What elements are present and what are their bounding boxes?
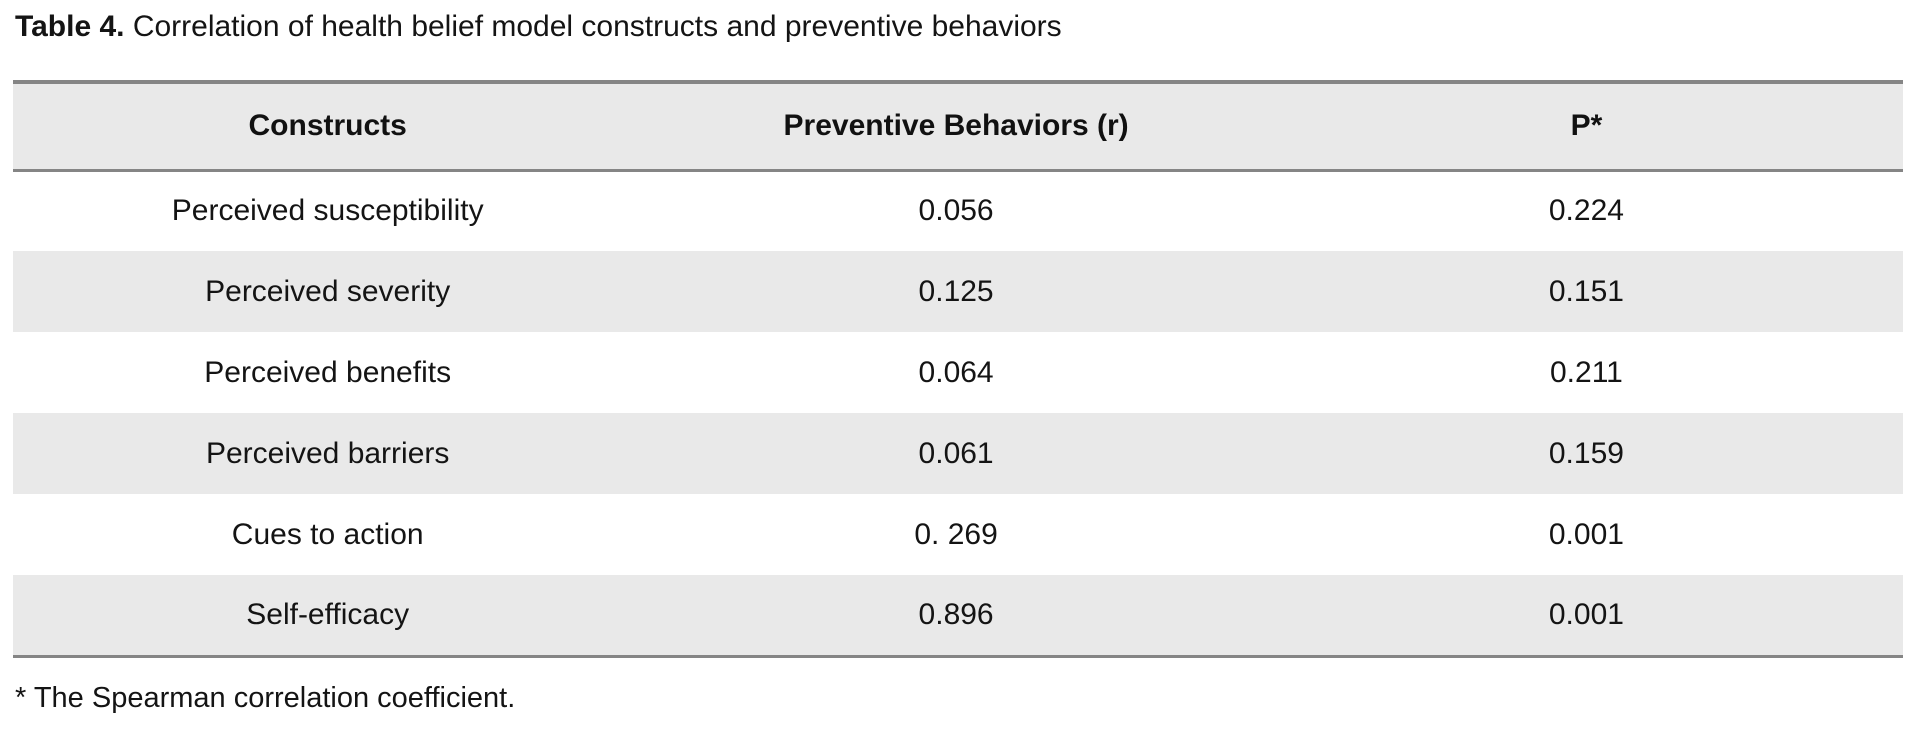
cell-p-value: 0.159 bbox=[1548, 436, 1624, 470]
table-body: Perceived susceptibility 0.056 0.224 Per… bbox=[13, 170, 1903, 656]
cell-r-value: 0. 269 bbox=[914, 517, 998, 551]
header-preventive-behaviors-r: Preventive Behaviors (r) bbox=[642, 82, 1270, 172]
header-row: Constructs Preventive Behaviors (r) P* bbox=[13, 82, 1903, 172]
cell-p-value: 0.224 bbox=[1548, 194, 1624, 228]
table-caption-text: Correlation of health belief model const… bbox=[124, 10, 1062, 43]
table-footnote: * The Spearman correlation coefficient. bbox=[15, 681, 516, 714]
cell-p-value: 0.001 bbox=[1548, 517, 1624, 551]
table-row: Perceived severity 0.125 0.151 bbox=[13, 251, 1903, 332]
cell-construct: Perceived susceptibility bbox=[171, 194, 484, 228]
cell-r-value: 0.064 bbox=[918, 355, 994, 389]
cell-construct: Perceived benefits bbox=[204, 355, 452, 389]
correlation-table: Constructs Preventive Behaviors (r) P* P… bbox=[13, 80, 1903, 658]
cell-construct: Self-efficacy bbox=[246, 597, 410, 631]
cell-construct: Perceived barriers bbox=[205, 436, 450, 470]
cell-r-value: 0.061 bbox=[918, 436, 994, 470]
cell-p-value: 0.211 bbox=[1549, 355, 1623, 389]
table-row: Perceived benefits 0.064 0.211 bbox=[13, 332, 1903, 413]
table-row: Perceived susceptibility 0.056 0.224 bbox=[13, 170, 1903, 251]
header-constructs: Constructs bbox=[13, 82, 643, 172]
table-row: Cues to action 0. 269 0.001 bbox=[13, 494, 1903, 575]
cell-r-value: 0.056 bbox=[918, 194, 994, 228]
cell-p-value: 0.151 bbox=[1548, 274, 1624, 308]
table-header: Constructs Preventive Behaviors (r) P* bbox=[13, 82, 1903, 172]
cell-r-value: 0.896 bbox=[918, 597, 994, 631]
table-caption: Table 4. Correlation of health belief mo… bbox=[15, 8, 1917, 45]
table-row: Self-efficacy 0.896 0.001 bbox=[13, 575, 1903, 656]
cell-construct: Cues to action bbox=[231, 517, 424, 551]
table-row: Perceived barriers 0.061 0.159 bbox=[13, 413, 1903, 494]
cell-construct: Perceived severity bbox=[205, 274, 451, 308]
header-p-value: P* bbox=[1269, 82, 1903, 172]
cell-p-value: 0.001 bbox=[1548, 597, 1624, 631]
table-caption-label: Table 4. bbox=[15, 10, 125, 43]
cell-r-value: 0.125 bbox=[918, 274, 994, 308]
